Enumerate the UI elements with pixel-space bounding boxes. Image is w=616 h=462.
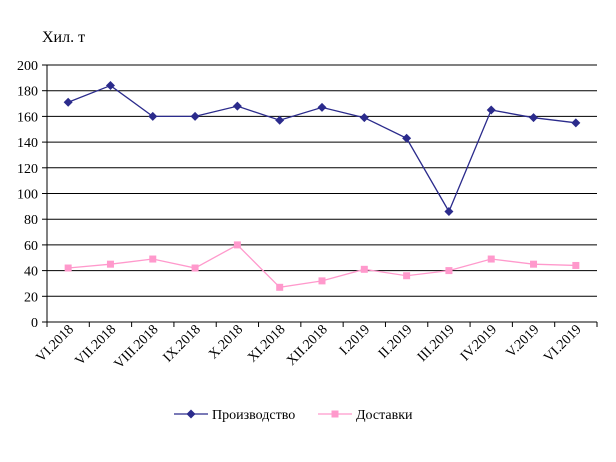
data-point [487, 255, 495, 263]
y-tick-label: 120 [17, 162, 38, 177]
x-tick-label: III.2019 [415, 322, 458, 365]
data-point [276, 283, 284, 291]
x-tick-label: V.2019 [504, 322, 543, 361]
x-tick-label: XI.2018 [245, 322, 288, 365]
data-point [232, 101, 242, 111]
data-point [190, 111, 200, 121]
x-tick-label: VIII.2018 [112, 322, 162, 372]
y-tick-label: 160 [17, 110, 38, 125]
gridlines [47, 64, 597, 297]
x-tick-label: VI.2018 [34, 322, 77, 365]
data-point [486, 105, 496, 115]
y-tick-label: 100 [17, 188, 38, 203]
data-point [572, 261, 580, 269]
data-point [149, 255, 157, 263]
legend-marker [331, 410, 339, 418]
data-point [403, 272, 411, 280]
x-tick-label: XII.2018 [284, 322, 331, 369]
data-point [64, 264, 72, 272]
y-tick-label: 40 [24, 265, 38, 280]
x-tick-label: VI.2019 [541, 322, 584, 365]
x-tick-label: IX.2018 [161, 322, 204, 365]
y-unit-label: Хил. т [42, 29, 85, 46]
y-tick-label: 80 [24, 213, 38, 228]
data-point [445, 267, 453, 275]
data-point [233, 241, 241, 249]
data-point [275, 115, 285, 125]
legend-item-2: Доставки [318, 408, 413, 423]
legend-label: Доставки [356, 408, 413, 423]
y-tick-labels: 0 20 40 60 80 100 120 140 160 180 200 [17, 59, 38, 331]
data-point [105, 81, 115, 91]
series-1 [63, 81, 581, 216]
data-point [530, 260, 538, 268]
data-point [529, 113, 539, 123]
axes [42, 64, 598, 327]
x-tick-label: II.2019 [376, 322, 415, 361]
x-tick-label: IV.2019 [458, 322, 500, 364]
data-point [360, 265, 368, 273]
y-tick-label: 200 [17, 59, 38, 74]
data-point [191, 264, 199, 272]
legend-item-1: Производство [174, 408, 295, 423]
data-point [317, 102, 327, 112]
y-tick-label: 0 [31, 316, 38, 331]
data-point [444, 206, 454, 216]
y-tick-label: 60 [24, 239, 38, 254]
x-tick-label: I.2019 [337, 322, 373, 358]
y-tick-label: 180 [17, 85, 38, 100]
data-point [571, 118, 581, 128]
data-point [402, 133, 412, 143]
data-point [63, 97, 73, 107]
legend: Производство Доставки [174, 408, 413, 423]
legend-label: Производство [212, 408, 295, 423]
data-point [148, 111, 158, 121]
series-2 [64, 241, 580, 291]
y-tick-label: 20 [24, 290, 38, 305]
legend-marker [186, 409, 196, 419]
data-point [106, 260, 114, 268]
data-point [359, 113, 369, 123]
x-tick-label: X.2018 [206, 322, 246, 362]
series [63, 81, 581, 291]
data-point [318, 277, 326, 285]
y-tick-label: 140 [17, 136, 38, 151]
